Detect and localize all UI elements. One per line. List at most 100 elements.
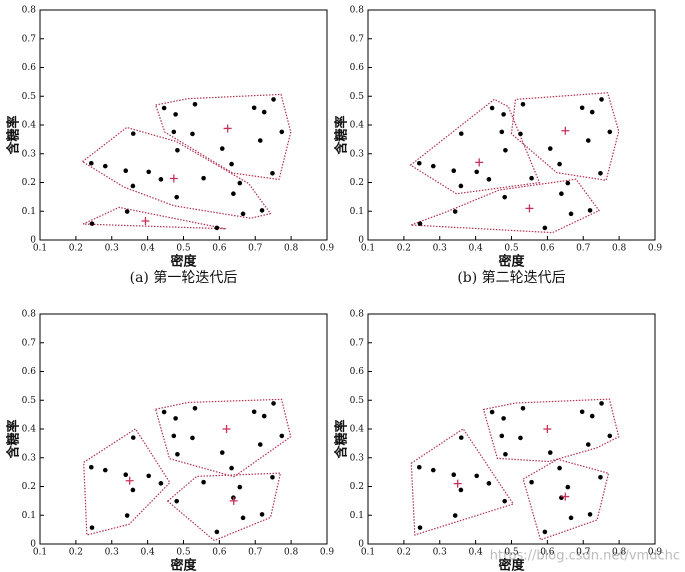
data-point [474, 473, 480, 479]
cluster-hull [154, 398, 292, 478]
y-tick-label: 0.3 [350, 149, 365, 159]
x-axis-label: 密度 [497, 254, 525, 270]
data-point [599, 97, 604, 102]
y-tick-label: 0.6 [22, 63, 37, 73]
y-tick-label: 0 [30, 236, 36, 246]
y-tick-label: 0.5 [22, 92, 37, 102]
x-tick-label: 0.4 [468, 244, 483, 254]
data-point [271, 97, 276, 102]
y-tick-label: 0.2 [22, 482, 36, 492]
data-point [529, 479, 534, 485]
data-point [192, 102, 198, 107]
data-point [607, 433, 613, 439]
data-point [201, 479, 206, 485]
x-tick-label: 0.9 [320, 548, 335, 558]
data-point [451, 472, 457, 478]
y-tick-label: 0.6 [350, 367, 365, 377]
data-point [259, 208, 265, 213]
x-tick-label: 0.7 [576, 548, 591, 558]
y-tick-label: 0.7 [350, 338, 365, 348]
cluster-hull [482, 398, 620, 463]
x-tick-label: 0.9 [648, 548, 663, 558]
data-point [489, 105, 495, 111]
caption: (a) 第一轮迭代后 [130, 269, 238, 286]
data-point [417, 221, 423, 226]
data-point [585, 442, 591, 447]
plot-frame [367, 313, 656, 545]
y-tick-label: 0 [30, 540, 36, 550]
data-point [547, 146, 553, 151]
x-tick-label: 0.2 [397, 244, 411, 254]
y-tick-label: 0.7 [350, 34, 365, 44]
y-tick-label: 0.2 [350, 482, 364, 492]
data-point [124, 513, 130, 518]
data-point [192, 406, 198, 411]
data-point [146, 473, 152, 479]
x-tick-label: 0.3 [105, 548, 120, 558]
data-point [579, 409, 585, 415]
data-point [251, 105, 257, 111]
y-axis-label: 含糖率 [334, 115, 350, 155]
cluster-hull [410, 178, 600, 234]
data-point [587, 512, 593, 517]
centroid [543, 425, 552, 433]
y-tick-label: 0.7 [22, 34, 37, 44]
data-point [499, 433, 505, 439]
y-tick-label: 0.3 [22, 453, 37, 463]
x-tick-label: 0.8 [612, 548, 627, 558]
data-point [607, 129, 613, 135]
data-point [240, 515, 246, 521]
x-tick-label: 0.2 [69, 244, 83, 254]
centroid [141, 217, 150, 226]
centroid [453, 479, 462, 488]
data-point [146, 169, 152, 175]
data-point [568, 211, 574, 217]
y-tick-label: 0.2 [350, 178, 364, 188]
data-point [214, 225, 220, 231]
data-point [190, 131, 195, 137]
centroid [525, 204, 534, 213]
data-point [430, 163, 436, 169]
y-tick-label: 0.1 [350, 207, 364, 217]
data-point [89, 221, 95, 226]
data-point [501, 112, 506, 117]
y-tick-label: 0.3 [350, 453, 365, 463]
data-point [489, 409, 495, 415]
x-tick-label: 0.5 [176, 548, 191, 558]
data-point [214, 529, 220, 535]
cluster-hull [81, 126, 272, 219]
x-tick-label: 0.8 [284, 244, 299, 254]
data-point [251, 409, 257, 415]
x-tick-label: 0.3 [433, 548, 448, 558]
data-point [270, 171, 275, 176]
data-point [503, 148, 508, 153]
centroid [229, 496, 238, 505]
data-point [259, 512, 265, 517]
x-tick-label: 0.1 [361, 244, 375, 254]
data-point [518, 131, 523, 137]
data-point [89, 464, 94, 470]
y-tick-label: 0.1 [350, 511, 364, 521]
y-tick-label: 0.8 [22, 6, 37, 16]
data-point [171, 433, 177, 439]
data-point [458, 131, 464, 136]
data-point [130, 487, 136, 493]
data-point [502, 194, 507, 200]
data-point [499, 129, 505, 135]
y-tick-label: 0.8 [22, 310, 37, 320]
y-tick-label: 0.4 [350, 425, 365, 435]
data-point [417, 525, 423, 530]
data-point [270, 475, 275, 480]
x-tick-label: 0.6 [540, 548, 555, 558]
data-point [451, 168, 457, 174]
x-tick-label: 0.4 [140, 548, 155, 558]
x-axis-label: 密度 [169, 558, 197, 572]
x-tick-label: 0.2 [69, 548, 83, 558]
data-point [161, 105, 167, 111]
data-point [237, 484, 243, 490]
x-tick-label: 0.6 [540, 244, 555, 254]
data-point [174, 498, 179, 504]
y-axis-label: 含糖率 [6, 115, 22, 155]
data-point [542, 225, 548, 231]
centroid [561, 126, 570, 135]
